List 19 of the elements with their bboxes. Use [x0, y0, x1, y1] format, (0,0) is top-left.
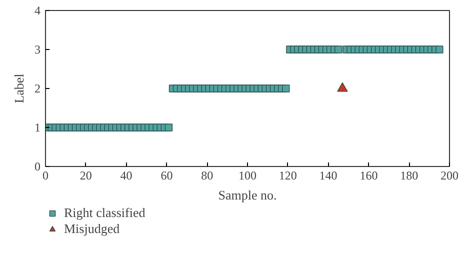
y-tick-label: 1	[34, 120, 40, 134]
x-tick-label: 200	[440, 168, 458, 182]
x-tick-label: 160	[360, 168, 378, 182]
legend-label: Misjudged	[64, 221, 120, 237]
x-tick-label: 80	[201, 168, 214, 182]
y-tick-label: 3	[34, 42, 40, 56]
x-tick-label: 100	[238, 168, 256, 182]
y-axis-title: Label	[12, 73, 26, 104]
y-tick-label: 0	[34, 160, 40, 174]
y-tick-label: 4	[34, 4, 40, 18]
x-tick-label: 20	[80, 168, 92, 182]
y-tick-label: 2	[34, 82, 40, 96]
x-tick-label: 140	[319, 168, 338, 182]
x-axis-title: Sample no.	[218, 188, 277, 202]
x-tick-label: 60	[160, 168, 173, 182]
x-tick-label: 40	[120, 168, 132, 182]
legend-label: Right classified	[64, 205, 146, 221]
x-tick-label: 180	[400, 168, 418, 182]
x-tick-label: 120	[278, 168, 297, 182]
